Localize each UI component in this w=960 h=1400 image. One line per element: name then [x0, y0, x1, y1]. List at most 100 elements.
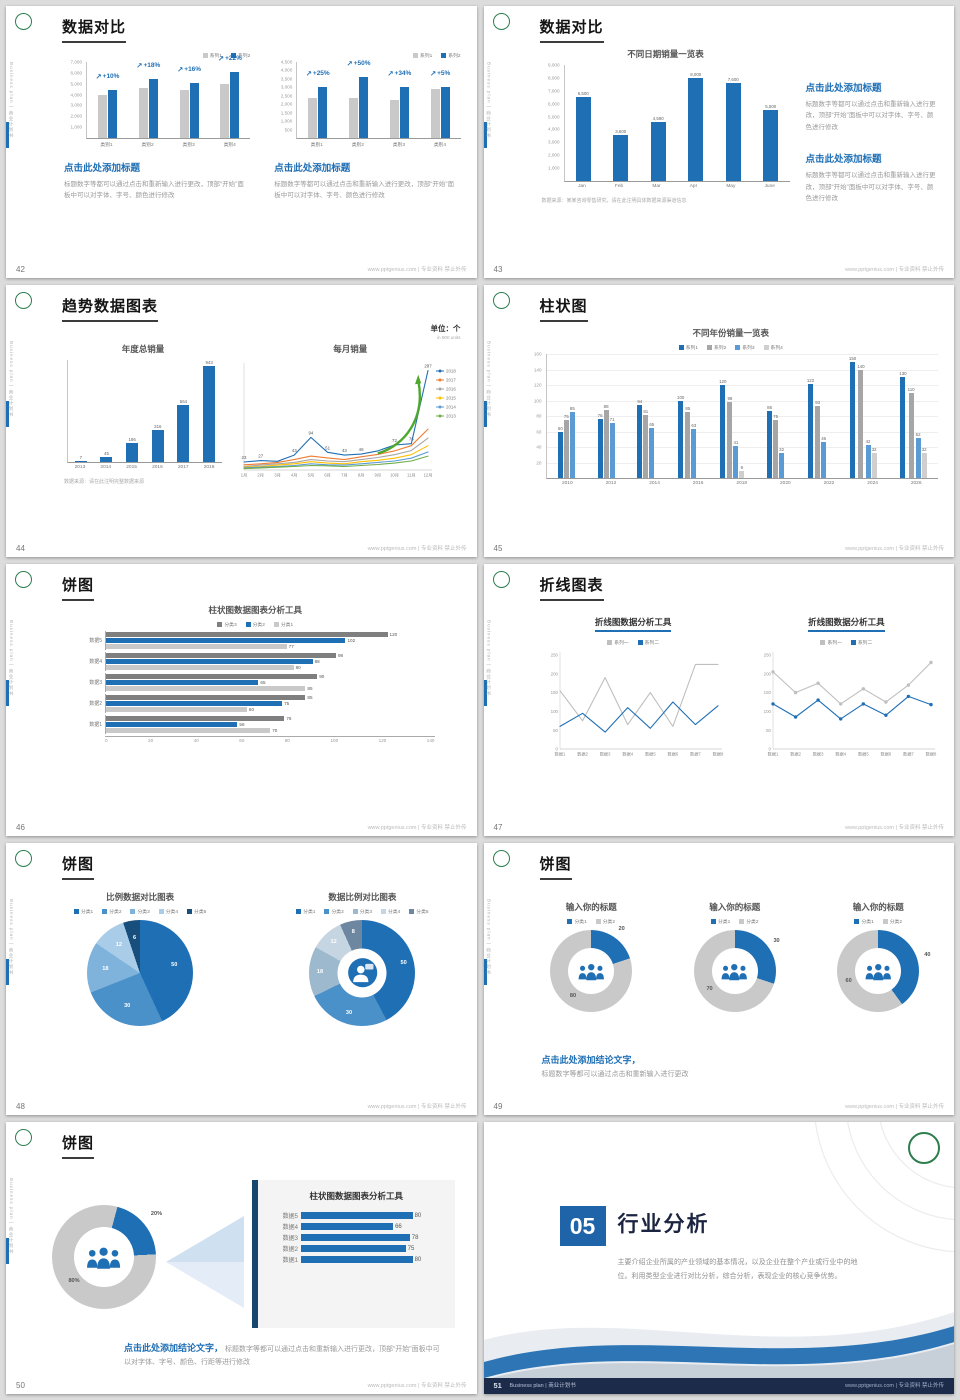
footer-url: www.pptgenius.com | 专业资料 禁止外传 — [845, 1383, 944, 1389]
slide-49[interactable]: 饼图 输入你的标题 分类1 分类2 20 80 输入你的标题 分类1 分类2 30 70 输… — [483, 843, 954, 1115]
side-accent-bar — [6, 680, 9, 706]
svg-text:数据5: 数据5 — [858, 751, 869, 758]
bar-row: 数据4 98 88 80 — [76, 652, 435, 671]
bar — [440, 86, 450, 138]
bar-value-label: 76 — [286, 716, 292, 721]
y-tick-label: 5,000 — [548, 114, 560, 120]
bar-row: 数据5 120 102 77 — [76, 631, 435, 650]
side-accent-bar — [6, 401, 9, 427]
bar-group: 943 — [203, 360, 216, 462]
slide-content: 系列1 系列2 7,000 6,000 5,000 4,000 3,000 2,000 1,00… — [64, 52, 461, 202]
y-tick-label: 2,000 — [70, 113, 83, 119]
bar-value-label: 52 — [915, 431, 921, 437]
bar — [557, 431, 563, 478]
svg-text:9月: 9月 — [375, 473, 382, 479]
y-tick-label: 3,000 — [548, 139, 560, 145]
y-tick-label: 1,000 — [280, 118, 293, 124]
footer-url: www.pptgenius.com | 专业资料 禁止外传 — [367, 1104, 467, 1110]
percent-label: ↗ +10% — [95, 72, 120, 82]
bar — [97, 94, 107, 138]
line-chart: 1月 2月 3月 4月 5月 6月 7月 8月 9月 10月 11月 12月 23 27 43 94 51 43 4… — [236, 360, 465, 487]
svg-text:72: 72 — [392, 438, 397, 443]
percent-label: ↗ +25% — [305, 69, 330, 79]
grouped-column-chart: 系列1 系列2 4,500 4,000 3,500 3,000 2,500 2,000 1,50… — [274, 52, 461, 148]
x-category-label: 2010 — [561, 481, 573, 486]
bar — [597, 419, 603, 478]
bar — [106, 707, 247, 712]
increase-arrow-icon: ↗ — [176, 64, 184, 74]
sidebar-vertical-text: Business plan | 商业计划书 — [9, 899, 14, 976]
bar-group: 4,590 — [650, 65, 666, 181]
chart-legend: 系列一 系列二 — [540, 639, 727, 646]
slide-50[interactable]: 饼图 20% 80% 柱状图数据图表分析工具 数据5 80 数据4 66 数据3 78 数据2… — [6, 1122, 477, 1394]
sidebar-vertical-text: Business plan | 商业计划书 — [9, 341, 14, 418]
slide-48[interactable]: 饼图 比例数据对比图表 分类1 分类2 分类3 分类4 分类5 50 30 18 12 6 数据比… — [6, 843, 477, 1115]
bar-value-label: 150 — [848, 355, 857, 361]
grouped-column-chart: 系列1 系列2 7,000 6,000 5,000 4,000 3,000 2,000 1,00… — [64, 52, 251, 148]
slide-43[interactable]: 数据对比 不同日期销量一览表 9,000 8,000 7,000 6,000 5,000… — [483, 6, 954, 278]
bar-group: 3,600 — [613, 65, 629, 181]
people-icon — [578, 963, 604, 980]
row-label: 数据3 — [89, 680, 102, 686]
svg-text:43: 43 — [292, 448, 297, 453]
legend-item: 系列二 — [637, 639, 659, 646]
bar-group: 94 81 65 — [637, 354, 655, 478]
bar-value-label: 98 — [337, 653, 344, 658]
sidebar-vertical-text: Business plan | 商业计划书 — [486, 62, 492, 139]
svg-text:10月: 10月 — [390, 473, 399, 479]
bar-value-label: 80 — [414, 1212, 422, 1219]
bar-group: ↗ +25% — [305, 62, 330, 138]
percent-label: ↗ +18% — [136, 61, 161, 71]
y-tick-label: 7,000 — [70, 59, 83, 65]
slide-51-section-divider[interactable]: 05 行业分析 主要介绍企业所属的产业领域的基本情况，以及企业在整个产业或行业中… — [483, 1122, 954, 1394]
bar — [203, 366, 216, 462]
bar — [318, 87, 328, 138]
row-label: 数据5 — [89, 638, 102, 644]
panel-title: 柱状图数据图表分析工具 — [309, 1191, 403, 1201]
donut-chart-circle: 30 70 — [693, 930, 780, 1012]
slide-47[interactable]: 折线图表 折线图数据分析工具 系列一 系列二 250 200 150 100 50 0 数据1 数… — [483, 564, 954, 836]
people-icon — [87, 1247, 121, 1269]
chart-title: 年度总销量 — [121, 344, 165, 354]
chart-title: 数据比例对比图表 — [328, 892, 397, 902]
slide-46[interactable]: 饼图 柱状图数据图表分析工具 分类3 分类2 分类1 数据5 120 102 77 数据4 98… — [6, 564, 477, 836]
bar-value-label: 94 — [637, 399, 643, 405]
slide-45[interactable]: 柱状图 不同年份销量一览表 系列1 系列2 系列3 系列4 160 140 120 100 80… — [483, 285, 954, 557]
x-category-label: 2026 — [910, 481, 922, 486]
y-tick-label: 60 — [536, 429, 542, 434]
bar — [301, 1234, 410, 1241]
slide-content: 输入你的标题 分类1 分类2 20 80 输入你的标题 分类1 分类2 30 70 输入你的… — [532, 901, 939, 1012]
sidebar-vertical-text: Business plan | 商业计划书 — [486, 899, 492, 976]
svg-text:数据3: 数据3 — [813, 751, 824, 758]
bar-value-label: 32 — [871, 447, 877, 453]
legend-item: 系列2 — [706, 344, 726, 351]
svg-text:数据7: 数据7 — [690, 751, 701, 758]
legend-item: 分类5 — [187, 908, 206, 915]
page-number: 44 — [16, 544, 25, 553]
slide-content: 年度总销量 7 45 186 316 564 943 2013 2014 2015 2016 201… — [64, 343, 465, 487]
bar — [106, 644, 287, 649]
svg-text:3月: 3月 — [274, 473, 281, 479]
bar-value-label: 98 — [727, 396, 733, 401]
svg-text:6月: 6月 — [324, 473, 331, 479]
bar — [106, 674, 318, 679]
slide-44[interactable]: 趋势数据图表 单位：个 in 900 units 年度总销量 7 45 186 316… — [6, 285, 477, 557]
x-category-label: 类别1 — [310, 143, 323, 148]
y-tick-label: 500 — [284, 127, 293, 133]
slide-title: 饼图 — [62, 574, 95, 601]
svg-text:150: 150 — [764, 690, 772, 695]
bar-group: 186 — [126, 360, 139, 462]
svg-text:100: 100 — [764, 709, 772, 714]
donut-chart: 分类1 分类2 40 60 — [819, 918, 939, 1012]
donut-chart: 20% 80% — [48, 1200, 162, 1309]
slide-42[interactable]: 数据对比 系列1 系列2 7,000 6,000 5,000 4,000 3,000 2,00… — [6, 6, 477, 278]
x-category-label: 类别3 — [392, 143, 406, 148]
x-category-label: 类别4 — [433, 143, 447, 148]
svg-text:0: 0 — [556, 747, 559, 752]
bar-value-label: 130 — [899, 371, 907, 377]
bar-value-label: 102 — [347, 638, 356, 643]
conclusion-body: 标题数字等都可以通过点击和重新输入进行更改 — [541, 1071, 689, 1078]
bar-value-label: 90 — [319, 674, 325, 679]
legend-item: 分类1 — [296, 908, 315, 915]
